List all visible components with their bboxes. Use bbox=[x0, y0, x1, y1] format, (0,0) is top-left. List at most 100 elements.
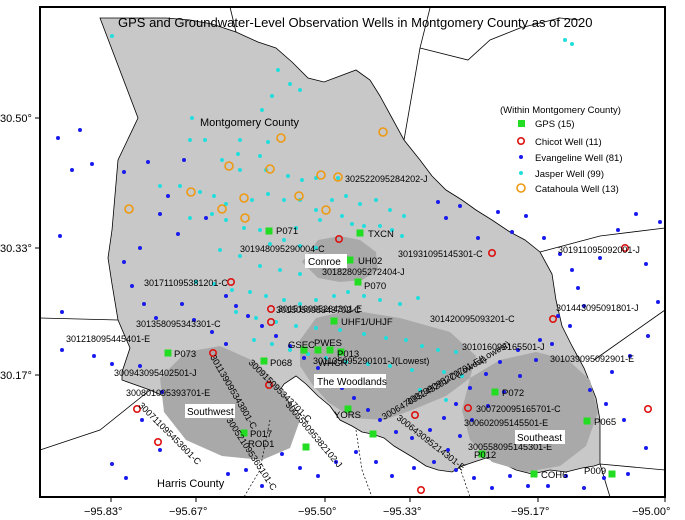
gps-labels: TXCN P071 UH02 P070 UHF1/UHJF GSEC PWESP013WHC… bbox=[174, 226, 616, 481]
gps-station-marker bbox=[300, 346, 308, 354]
gps-label: P065 bbox=[594, 417, 616, 428]
evangeline-well-marker bbox=[390, 474, 394, 478]
chicot-well-marker bbox=[334, 235, 343, 244]
evangeline-well-marker bbox=[298, 466, 302, 470]
evangeline-well-marker bbox=[142, 302, 146, 306]
legend-catahoula-symbol bbox=[516, 183, 526, 193]
gps-station-marker bbox=[302, 443, 310, 451]
evangeline-well-marker bbox=[110, 462, 114, 466]
x-tick-4: −95.33° bbox=[383, 506, 421, 518]
evangeline-well-marker bbox=[176, 232, 180, 236]
well-label: 300602095145501-E bbox=[464, 418, 548, 428]
well-label: 300720095165701-C bbox=[476, 404, 561, 414]
gps-station-marker bbox=[356, 229, 364, 237]
jasper-well-marker bbox=[188, 216, 192, 220]
jasper-well-marker bbox=[238, 254, 242, 258]
jasper-well-marker bbox=[402, 214, 406, 218]
map-border bbox=[39, 6, 666, 498]
well-label: 301505095343702-C bbox=[276, 305, 361, 315]
gps-label: YORS bbox=[334, 410, 361, 421]
gps-label: UH02 bbox=[358, 256, 382, 267]
jasper-well-marker bbox=[288, 82, 292, 86]
gps-label: PWES bbox=[314, 338, 342, 349]
jasper-well-marker bbox=[436, 348, 440, 352]
evangeline-well-marker bbox=[588, 388, 592, 392]
evangeline-well-marker bbox=[484, 372, 488, 376]
evangeline-well-marker bbox=[436, 200, 440, 204]
evangeline-well-marker bbox=[410, 436, 414, 440]
gps-label: P009 bbox=[584, 466, 606, 477]
x-tick-6: −95.00° bbox=[632, 506, 670, 518]
river-line bbox=[243, 419, 471, 498]
well-label: 301218095445401-E bbox=[66, 334, 150, 344]
evangeline-well-marker bbox=[538, 338, 542, 342]
jasper-well-marker bbox=[210, 212, 214, 216]
x-tick-1: −95.83° bbox=[84, 506, 122, 518]
jasper-well-marker bbox=[324, 356, 328, 360]
evangeline-well-marker bbox=[354, 450, 358, 454]
jasper-well-marker bbox=[270, 94, 274, 98]
evangeline-well-marker bbox=[234, 304, 238, 308]
jasper-well-marker bbox=[378, 298, 382, 302]
evangeline-well-marker bbox=[288, 344, 292, 348]
jasper-well-marker bbox=[194, 280, 198, 284]
gps-station-marker bbox=[240, 429, 248, 437]
southwest-label-box bbox=[185, 404, 235, 418]
jasper-well-marker bbox=[388, 364, 392, 368]
jasper-well-marker bbox=[298, 272, 302, 276]
evangeline-well-marker bbox=[470, 418, 474, 422]
gps-label: TXCN bbox=[368, 229, 394, 240]
evangeline-well-marker bbox=[658, 220, 662, 224]
evangeline-well-marker bbox=[60, 348, 64, 352]
jasper-well-marker bbox=[298, 302, 302, 306]
jasper-well-marker bbox=[224, 218, 228, 222]
evangeline-well-marker bbox=[110, 362, 114, 366]
catahoula-well-marker bbox=[186, 187, 196, 197]
jasper-well-marker bbox=[224, 202, 228, 206]
well-label: 301516095264301-E bbox=[278, 304, 362, 314]
jasper-well-marker bbox=[282, 238, 286, 242]
jasper-well-marker bbox=[420, 344, 424, 348]
evangeline-well-marker bbox=[192, 318, 196, 322]
jasper-well-marker bbox=[286, 174, 290, 178]
legend-evangeline-label: Evangeline Well (81) bbox=[535, 153, 622, 164]
jasper-well-marker bbox=[398, 302, 402, 306]
evangeline-well-marker bbox=[260, 324, 264, 328]
legend-chicot-symbol bbox=[516, 137, 525, 146]
catahoula-well-marker bbox=[333, 172, 343, 182]
evangeline-well-marker bbox=[576, 286, 580, 290]
evangeline-well-marker bbox=[378, 418, 382, 422]
evangeline-well-marker bbox=[622, 418, 626, 422]
evangeline-well-marker bbox=[468, 386, 472, 390]
legend-jasper-symbol bbox=[519, 171, 523, 175]
evangeline-well-marker bbox=[542, 236, 546, 240]
gps-station-marker bbox=[344, 405, 352, 413]
legend-catahoula-label: Catahoula Well (13) bbox=[535, 184, 619, 195]
evangeline-well-marker bbox=[180, 302, 184, 306]
evangeline-well-marker bbox=[158, 212, 162, 216]
evangeline-well-marker bbox=[524, 214, 528, 218]
jasper-well-marker bbox=[318, 218, 322, 222]
catahoula-well-marker bbox=[321, 205, 331, 215]
evangeline-well-marker bbox=[394, 430, 398, 434]
evangeline-well-marker bbox=[412, 466, 416, 470]
gps-label: P068 bbox=[270, 358, 292, 369]
jasper-well-marker bbox=[230, 288, 234, 292]
southeast-label: Southeast bbox=[517, 433, 562, 444]
gps-station-marker bbox=[530, 470, 538, 478]
catahoula-well-marker bbox=[239, 193, 249, 203]
well-label: 301931095145301-C bbox=[398, 249, 483, 259]
evangeline-well-marker bbox=[130, 284, 134, 288]
jasper-well-marker bbox=[358, 202, 362, 206]
gps-station-marker bbox=[583, 417, 591, 425]
catahoula-well-marker bbox=[124, 204, 134, 214]
evangeline-well-marker bbox=[616, 228, 620, 232]
well-label: 301443095091801-J bbox=[556, 303, 639, 313]
catahoula-well-marker bbox=[276, 133, 286, 143]
legend-jasper-label: Jasper Well (99) bbox=[535, 169, 604, 180]
map-title: GPS and Groundwater-Level Observation We… bbox=[118, 15, 593, 30]
evangeline-well-marker bbox=[508, 474, 512, 478]
boundary-lines bbox=[39, 6, 666, 498]
conroe-label-box bbox=[305, 254, 347, 268]
gps-label: P013 bbox=[337, 349, 359, 360]
